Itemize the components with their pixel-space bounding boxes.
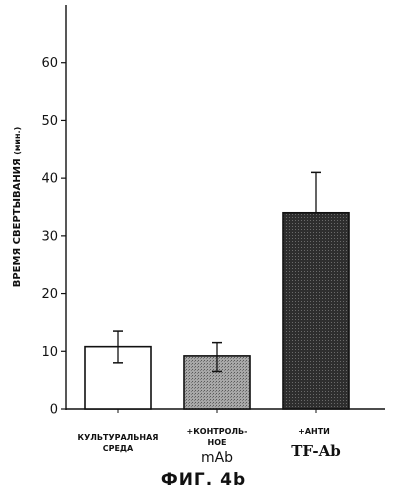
category-label-line: НОЕ	[208, 438, 227, 447]
category-label-line: КУЛЬТУРАЛЬНАЯ	[78, 433, 159, 442]
figure-title: ФИГ. 4b	[0, 470, 407, 490]
y-tick-label: 40	[41, 172, 58, 187]
category-label-line: TF-Ab	[291, 442, 341, 460]
y-axis-label-text: ВРЕМЯ СВЕРТЫВАНИЯ	[12, 155, 23, 288]
y-tick-label: 60	[41, 56, 58, 71]
category-label-line: +АНТИ	[298, 427, 330, 436]
y-tick-label: 10	[41, 345, 58, 360]
bar-chart: 0 10 20 30 40 50 60 ВРЕМЯ СВЕРТЫВАНИЯ (мин.) КУЛ…	[0, 0, 407, 470]
y-axis-label-unit: (мин.)	[13, 127, 22, 155]
category-label-line: +КОНТРОЛЬ-	[187, 427, 248, 436]
category-label-line: СРЕДА	[103, 444, 134, 453]
y-tick-label: 30	[41, 229, 58, 244]
y-axis-label: ВРЕМЯ СВЕРТЫВАНИЯ (мин.)	[12, 127, 23, 288]
y-tick-label: 20	[41, 287, 58, 302]
bar-3	[283, 213, 349, 409]
y-tick-label: 0	[50, 403, 58, 418]
category-label-line: mAb	[201, 450, 233, 466]
y-tick-label: 50	[41, 114, 58, 129]
